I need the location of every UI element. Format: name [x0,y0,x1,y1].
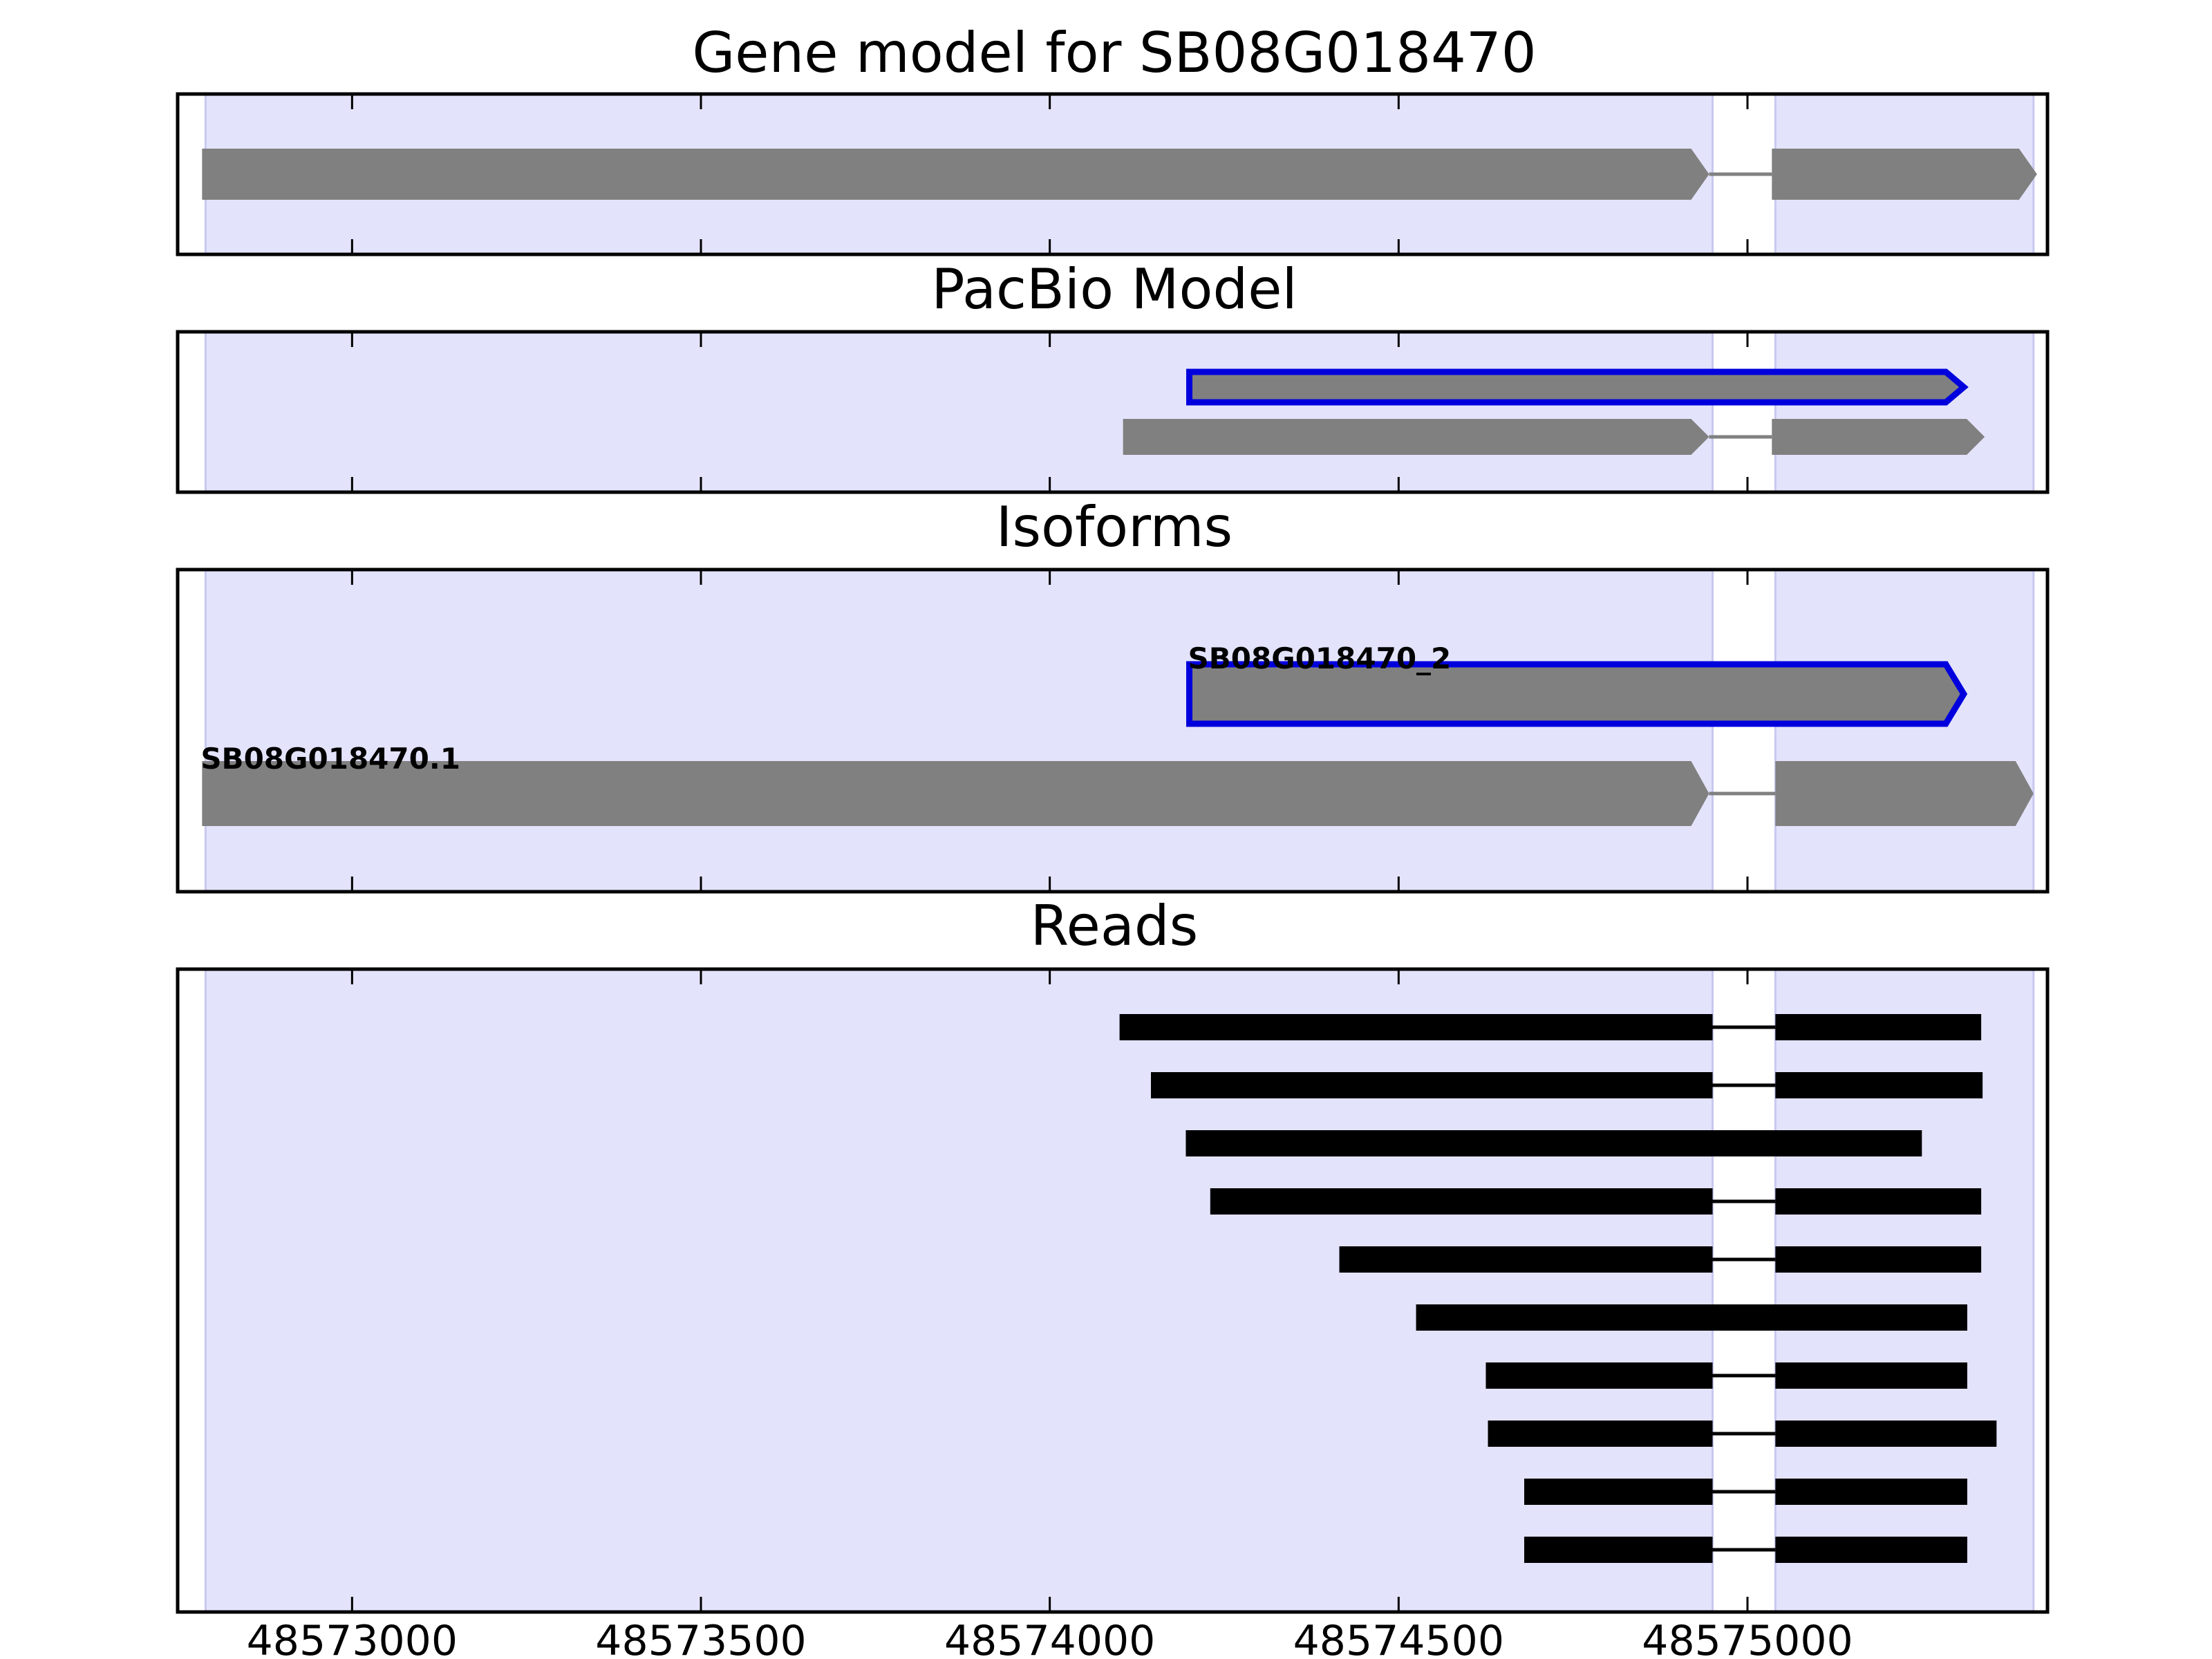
exon-region-shade [204,968,1714,1613]
axes-frame [176,330,2050,494]
read-block [1775,1421,1997,1447]
isoforms-title: Isoforms [996,495,1232,559]
transcript-exon [202,149,1709,200]
read-block [1488,1421,1713,1447]
read-block [1775,1479,1967,1505]
exon-region-shade [1774,968,2035,1613]
isoform-labels: SB08G018470_2 SB08G018470.1 [200,641,1451,776]
x-tick-label: 48573000 [247,1617,458,1659]
x-tick-label: 48573500 [595,1617,806,1659]
reads-title: Reads [1031,894,1199,958]
axes-frame [176,967,2050,1614]
read-block [1485,1362,1713,1389]
read-block [1775,1246,1982,1273]
read-block [1210,1188,1713,1215]
isoforms-panel: Isoforms [176,495,2050,894]
x-axis-tick-labels: 48573000 48573500 48574000 48574500 4857… [247,1617,1853,1659]
exon-region-shade [204,330,1714,494]
isoform-label-1: SB08G018470.1 [200,742,460,776]
read-block [1151,1072,1713,1098]
isoform-label-2: SB08G018470_2 [1188,641,1452,675]
gene-model-panel: Gene model for SB08G018470 [176,21,2050,256]
read-block [1775,1188,1982,1215]
read-block [1775,1362,1967,1389]
read-block [1775,1537,1967,1563]
read-block [1339,1246,1713,1273]
axes-frame [176,568,2050,894]
exon-region-shade [1774,330,2035,494]
gene-model-title: Gene model for SB08G018470 [692,21,1536,85]
pacbio-model-title: PacBio Model [931,257,1297,321]
read-block [1524,1479,1713,1505]
highlight-transcript-exon-arrow [1186,368,1969,406]
read-block [1416,1304,1967,1331]
x-tick-label: 48574000 [944,1617,1155,1659]
highlight-transcript-exon-arrow [1186,661,1968,727]
read-block [1524,1537,1713,1563]
x-tick-label: 48574500 [1293,1617,1504,1659]
read-block [1185,1130,1922,1156]
transcript-exon-arrow [1772,149,2037,200]
read-block [1775,1014,1982,1040]
transcript-exon [1123,419,1709,455]
exon-region-shade [1774,568,2035,893]
transcript-exon-arrow [1772,419,1985,455]
axes-frame [176,92,2050,256]
x-tick-label: 48575000 [1642,1617,1853,1659]
transcript-exon-arrow [1775,761,2034,826]
read-block [1119,1014,1713,1040]
exon-region-shade [204,568,1714,893]
pacbio-model-panel: PacBio Model [176,257,2050,494]
read-block [1775,1072,1983,1098]
reads-panel: Reads [176,894,2050,1614]
transcript-exon [202,761,1709,826]
